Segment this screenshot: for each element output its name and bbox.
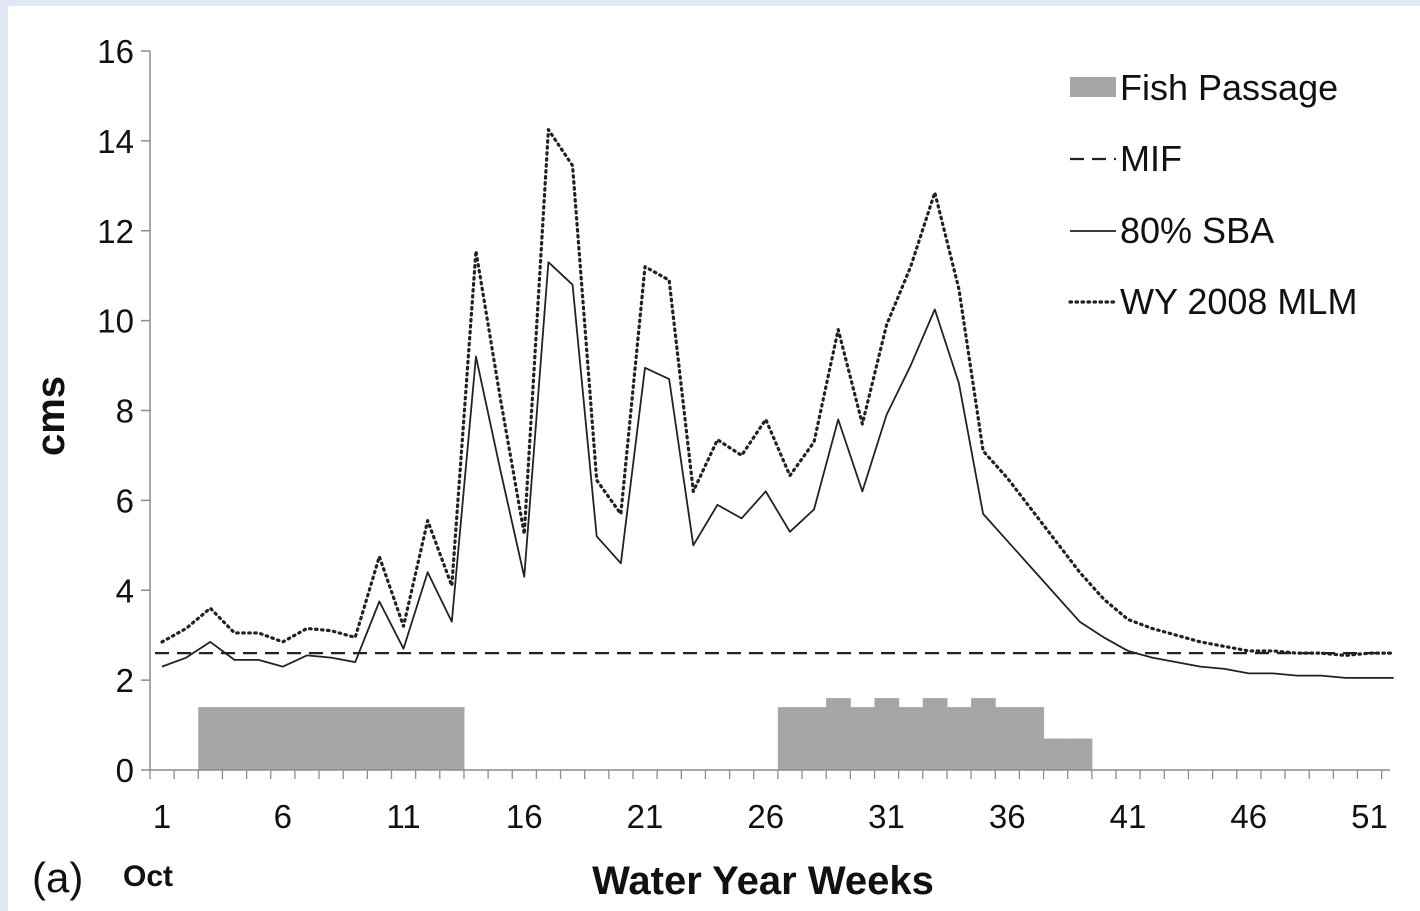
y-axis-title: cms — [29, 376, 73, 456]
legend-label: 80% SBA — [1120, 210, 1274, 251]
x-tick-label: 6 — [274, 798, 292, 835]
legend-label: Fish Passage — [1120, 67, 1338, 108]
y-tick-label: 12 — [97, 213, 134, 250]
fish-passage-bar-week-28 — [801, 707, 827, 770]
y-tick-label: 0 — [116, 752, 134, 789]
fish-passage-bar-week-29 — [826, 698, 851, 770]
y-tick-label: 16 — [97, 33, 134, 70]
series-line-wy-2008-mlm — [160, 128, 1396, 658]
x-tick-label: 41 — [1110, 798, 1147, 835]
fish-passage-bar-week-38 — [1043, 738, 1069, 770]
x-tick-label: 46 — [1230, 798, 1267, 835]
series-line-80-sba — [161, 261, 1394, 679]
fish-passage-bar-week-4 — [222, 707, 248, 770]
fish-passage-bar-week-13 — [439, 707, 465, 770]
fish-passage-bar-week-30 — [850, 707, 876, 770]
fish-passage-bar-week-9 — [343, 707, 368, 770]
x-axis-title: Water Year Weeks — [592, 859, 934, 903]
fish-passage-bar-week-5 — [246, 707, 272, 770]
x-tick-label: 16 — [506, 798, 543, 835]
x-tick-label: 21 — [627, 798, 664, 835]
fish-passage-bars — [198, 698, 1093, 770]
legend-label: MIF — [1120, 138, 1182, 179]
x-tick-label: 51 — [1351, 798, 1388, 835]
y-tick-label: 14 — [97, 123, 134, 160]
start-month-label: Oct — [123, 860, 173, 893]
fish-passage-bar-week-34 — [946, 707, 972, 770]
panel-label: (a) — [32, 854, 83, 901]
fish-passage-bar-week-31 — [874, 698, 900, 770]
x-tick-label: 1 — [153, 798, 171, 835]
y-tick-label: 4 — [116, 572, 134, 609]
y-tick-label: 10 — [97, 303, 134, 340]
x-tick-label: 31 — [868, 798, 905, 835]
y-tick-label: 6 — [116, 482, 134, 519]
fish-passage-bar-week-37 — [1019, 707, 1045, 770]
fish-passage-bar-week-12 — [415, 707, 441, 770]
fish-passage-bar-week-35 — [971, 698, 996, 770]
legend: Fish Passage MIF 80% SBA WY 2008 MLM — [1068, 67, 1357, 322]
x-tick-label: 36 — [989, 798, 1026, 835]
series-lines — [155, 128, 1396, 679]
fish-passage-bar-week-8 — [318, 707, 344, 770]
y-tick-label: 2 — [116, 662, 134, 699]
fish-passage-bar-week-3 — [198, 707, 223, 770]
fish-passage-bar-week-6 — [270, 707, 296, 770]
fish-passage-bar-week-32 — [898, 707, 924, 770]
legend-label: WY 2008 MLM — [1120, 281, 1357, 322]
fish-passage-bar-week-27 — [777, 707, 803, 770]
x-tick-label: 11 — [386, 798, 420, 835]
fish-passage-bar-week-39 — [1067, 738, 1093, 770]
x-tick-label: 26 — [747, 798, 784, 835]
fish-passage-bar-week-33 — [922, 698, 948, 770]
legend-swatch-fish-passage — [1070, 77, 1116, 97]
figure-frame: 0 2 4 6 8 10 12 14 16 1 6 11 16 21 26 31 36 41 46 51 Fish P… — [8, 6, 1420, 911]
fish-passage-bar-week-36 — [995, 707, 1020, 770]
fish-passage-bar-week-11 — [391, 707, 417, 770]
y-tick-label: 8 — [116, 393, 134, 430]
fish-passage-bar-week-10 — [367, 707, 393, 770]
fish-passage-bar-week-7 — [294, 707, 320, 770]
